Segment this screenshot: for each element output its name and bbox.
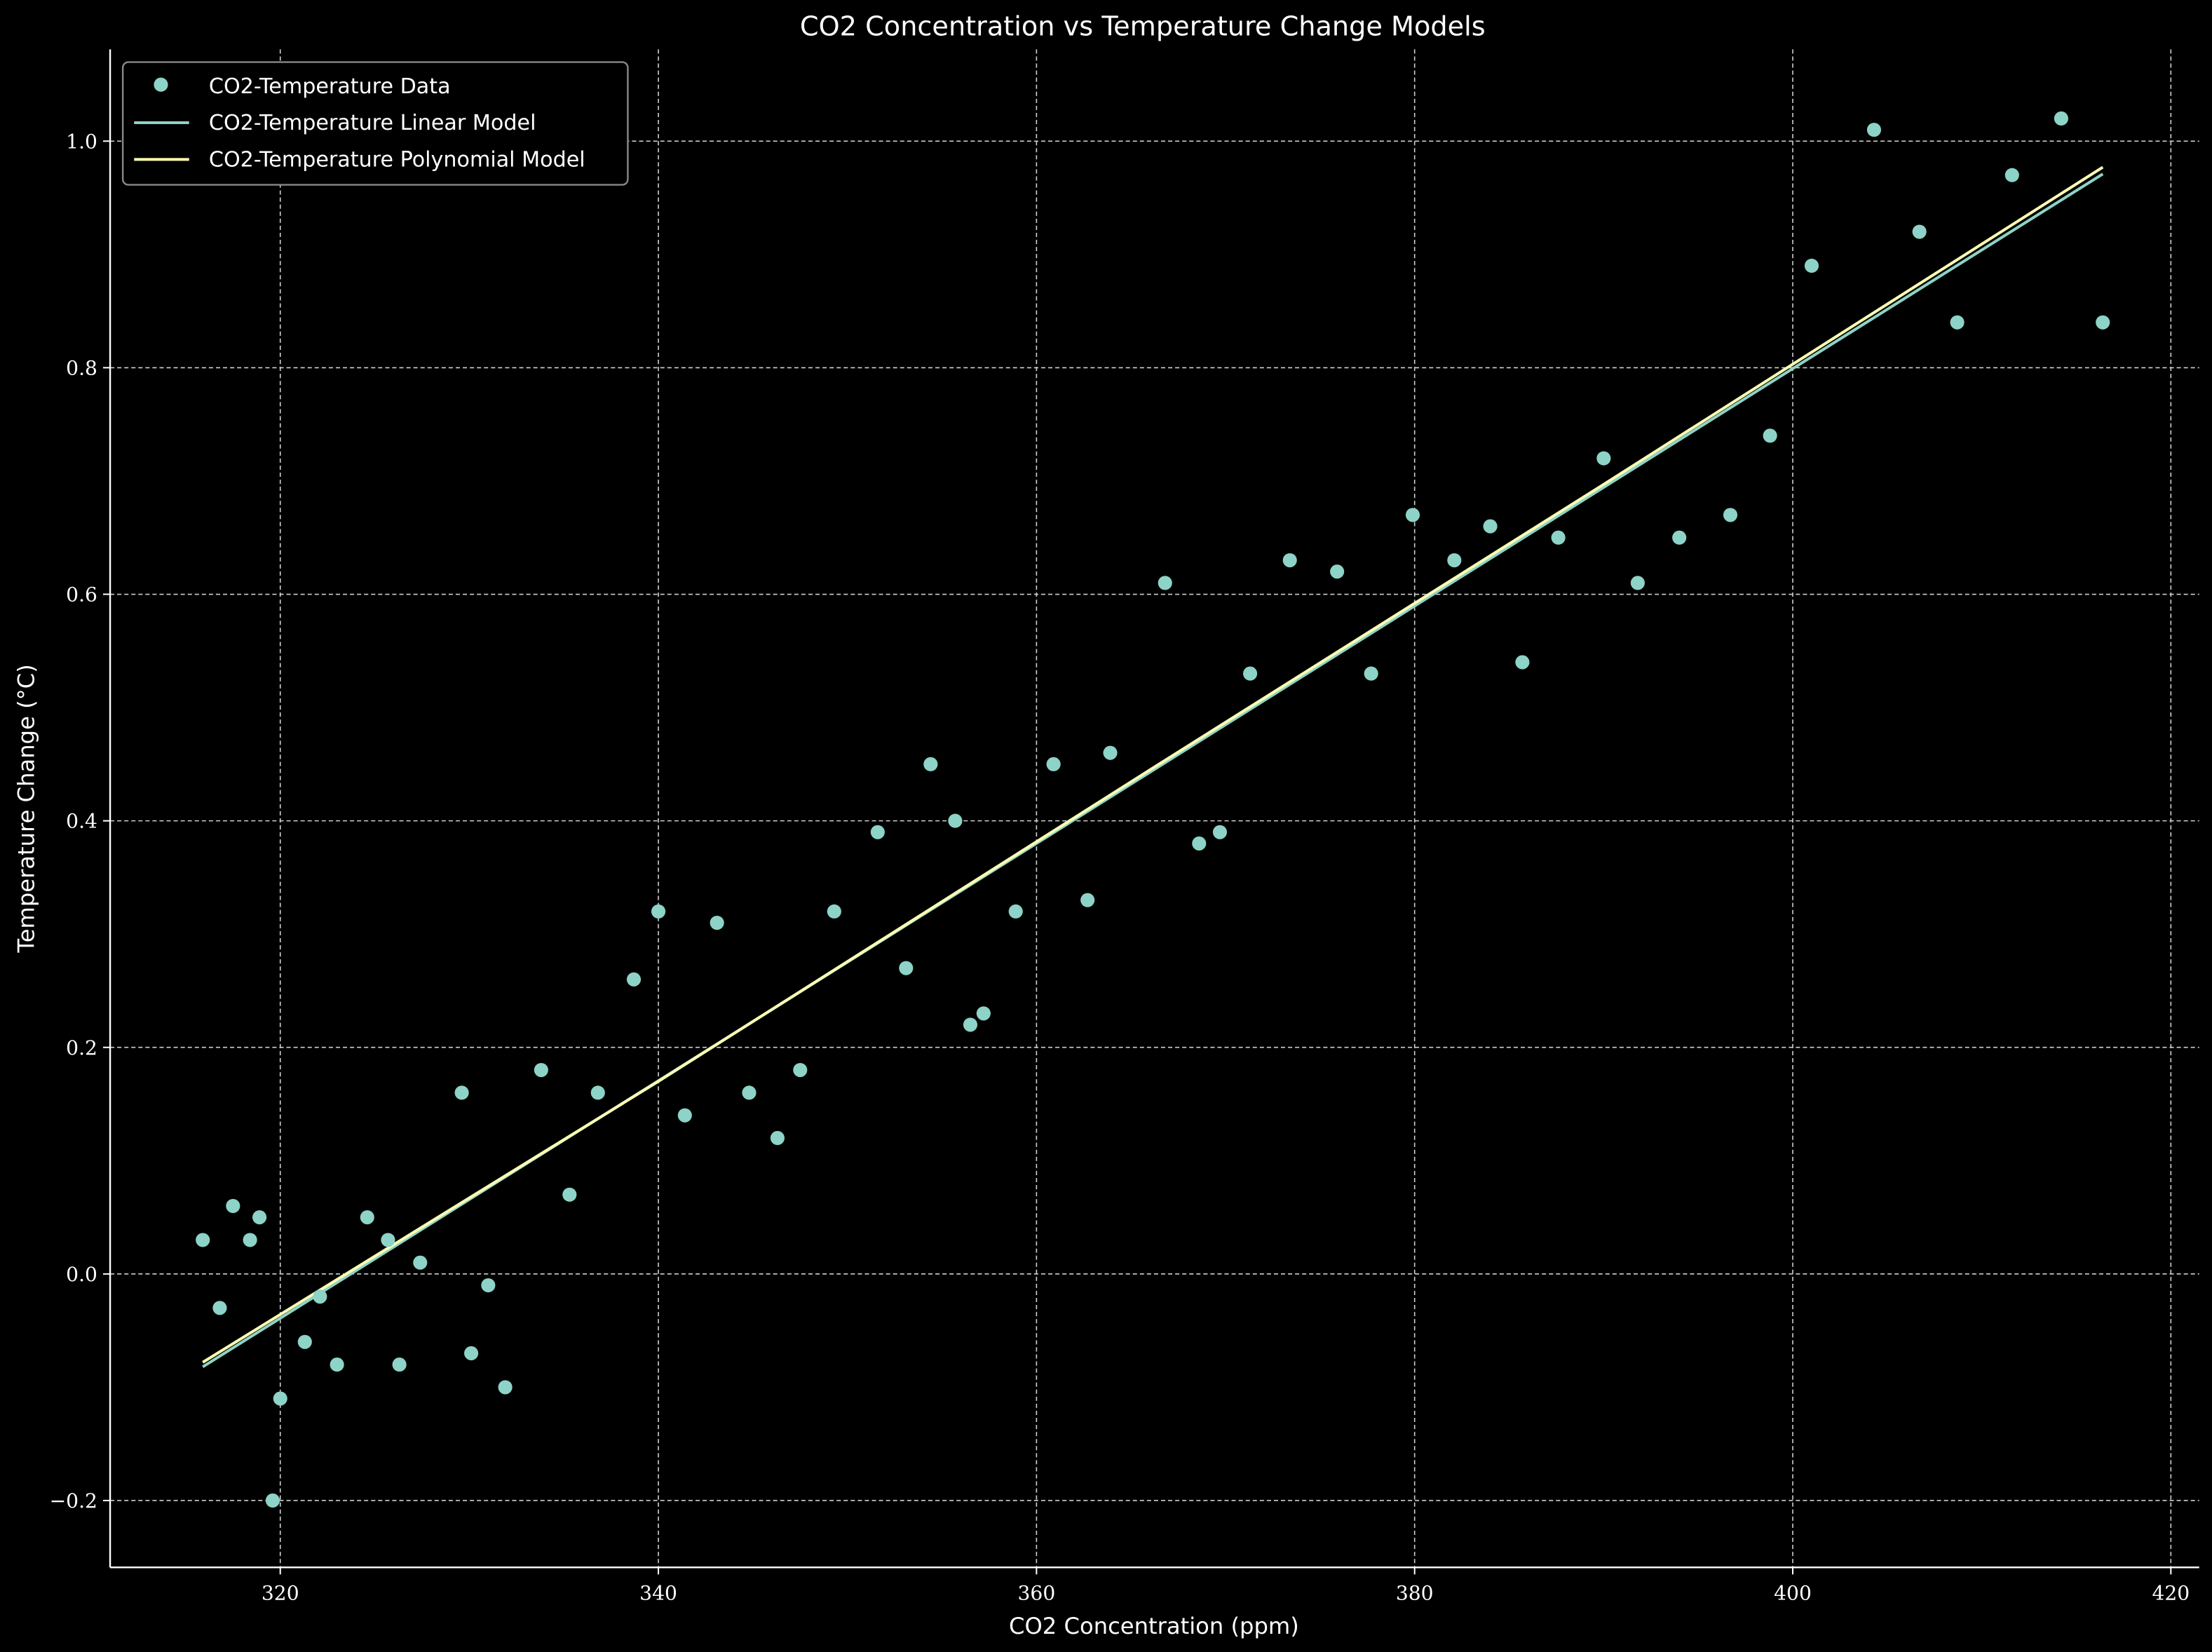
- data-point: [976, 1006, 991, 1021]
- polynomial-model-line: [202, 165, 2104, 1364]
- data-point: [770, 1130, 785, 1146]
- data-point: [534, 1062, 548, 1078]
- data-point: [710, 915, 724, 930]
- data-point: [1763, 428, 1777, 443]
- data-point: [265, 1493, 280, 1508]
- data-point: [626, 972, 642, 987]
- x-tick-label: 340: [639, 1582, 677, 1605]
- legend-box: [121, 61, 629, 186]
- data-point: [1282, 553, 1297, 568]
- x-axis-label: CO2 Concentration (ppm): [1009, 1613, 1299, 1639]
- data-point: [651, 904, 666, 919]
- data-point: [923, 757, 938, 771]
- data-point: [1866, 123, 1882, 137]
- y-tick-label: 0.8: [66, 356, 97, 379]
- data-point: [297, 1334, 312, 1349]
- legend-label-linear: CO2-Temperature Linear Model: [209, 111, 536, 135]
- data-point: [1723, 508, 1738, 522]
- data-point: [273, 1391, 287, 1406]
- data-point: [827, 904, 841, 919]
- data-point: [464, 1346, 479, 1360]
- data-point: [1912, 224, 1927, 239]
- x-tick-label: 360: [1018, 1582, 1056, 1605]
- data-point: [1950, 315, 1965, 330]
- data-point: [1103, 745, 1118, 760]
- data-point: [381, 1233, 395, 1247]
- data-point: [1515, 655, 1530, 670]
- data-point: [899, 961, 914, 975]
- grid: [110, 49, 2199, 1568]
- data-point: [330, 1358, 344, 1372]
- y-tick-label: 1.0: [66, 130, 97, 153]
- data-point: [677, 1108, 692, 1123]
- data-point: [1804, 258, 1819, 273]
- chart-title: CO2 Concentration vs Temperature Change …: [800, 11, 1486, 42]
- model-lines: [202, 165, 2104, 1369]
- x-tick-label: 420: [2152, 1582, 2190, 1605]
- data-point: [1447, 553, 1462, 568]
- y-axis-label: Temperature Change (°C): [13, 664, 39, 953]
- data-point: [226, 1198, 240, 1213]
- data-point: [454, 1085, 469, 1100]
- y-tick-label: 0.6: [66, 583, 97, 607]
- data-point: [870, 825, 885, 839]
- legend-label-data: CO2-Temperature Data: [209, 74, 451, 99]
- data-point: [1080, 893, 1095, 907]
- data-point: [1551, 530, 1566, 545]
- data-point: [963, 1017, 978, 1032]
- data-point: [481, 1278, 496, 1293]
- data-point: [2096, 315, 2110, 330]
- data-point: [948, 813, 963, 828]
- data-point: [413, 1255, 428, 1270]
- data-point: [793, 1062, 808, 1078]
- data-point: [498, 1380, 513, 1395]
- data-points: [196, 111, 2110, 1508]
- data-point: [252, 1210, 267, 1225]
- data-point: [392, 1358, 407, 1372]
- data-point: [1596, 451, 1611, 466]
- legend-label-polynomial: CO2-Temperature Polynomial Model: [209, 147, 585, 172]
- x-tick-label: 320: [262, 1582, 299, 1605]
- x-tick-label: 380: [1396, 1582, 1434, 1605]
- data-point: [2054, 111, 2068, 126]
- data-point: [2004, 168, 2019, 182]
- legend: CO2-Temperature Data CO2-Temperature Lin…: [121, 61, 629, 186]
- y-tick-label: 0.4: [66, 810, 97, 833]
- data-point: [1192, 836, 1207, 851]
- data-point: [360, 1210, 374, 1225]
- data-point: [1483, 519, 1498, 534]
- data-point: [742, 1085, 756, 1100]
- y-tick-label: 0.2: [66, 1036, 97, 1059]
- data-point: [1158, 576, 1172, 590]
- data-point: [562, 1187, 577, 1202]
- data-point: [212, 1301, 227, 1315]
- data-point: [196, 1233, 210, 1247]
- data-point: [1630, 576, 1645, 590]
- data-point: [1008, 904, 1023, 919]
- data-point: [1672, 530, 1687, 545]
- data-point: [590, 1085, 605, 1100]
- y-tick-label: 0.0: [66, 1263, 97, 1286]
- data-point: [243, 1233, 257, 1247]
- data-point: [313, 1289, 327, 1304]
- ticks: 320 340 360 380 400 420 −0.2 0.0 0.2 0.4 0.6 0.8 1.0: [50, 130, 2190, 1604]
- data-point: [1046, 757, 1061, 771]
- data-point: [1405, 508, 1420, 522]
- x-tick-label: 400: [1774, 1582, 1812, 1605]
- legend-marker-data: [154, 77, 168, 92]
- y-tick-label: −0.2: [50, 1489, 97, 1512]
- data-point: [1330, 564, 1345, 579]
- data-point: [1243, 666, 1258, 681]
- data-point: [1212, 825, 1228, 839]
- data-point: [1364, 666, 1378, 681]
